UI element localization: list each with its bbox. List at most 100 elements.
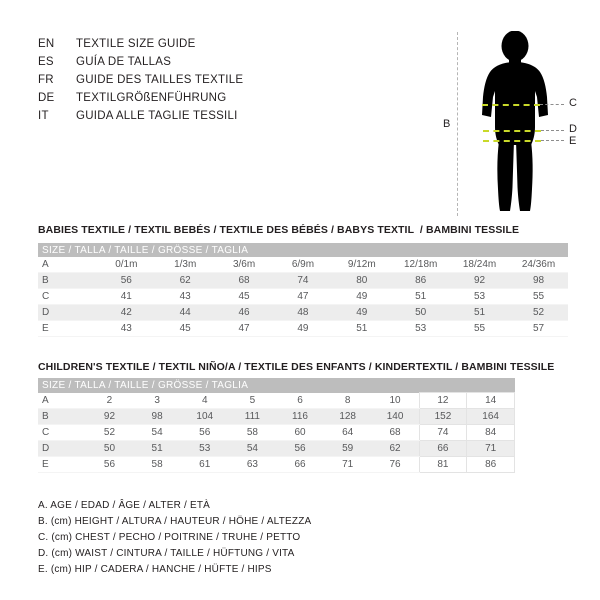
table-cell: 71 bbox=[466, 440, 515, 457]
language-title: TEXTILE SIZE GUIDE bbox=[76, 38, 196, 50]
table-cell: 49 bbox=[332, 304, 392, 321]
table-cell: 58 bbox=[133, 456, 181, 473]
table-cell: 116 bbox=[276, 408, 324, 425]
table-cell: 50 bbox=[85, 440, 134, 457]
table-cell: 53 bbox=[391, 320, 451, 337]
babies-table-body: SIZE / TALLA / TAILLE / GRÖSSE / TAGLIA A… bbox=[38, 243, 568, 337]
table-cell: 47 bbox=[273, 288, 333, 305]
table-cell: 47 bbox=[214, 320, 274, 337]
table-row: D 42 44 46 48 49 50 51 52 bbox=[38, 304, 568, 321]
table-header-row: SIZE / TALLA / TAILLE / GRÖSSE / TAGLIA bbox=[38, 243, 568, 257]
table-row: D 50 51 53 54 56 59 62 66 71 bbox=[38, 440, 515, 457]
row-key: D bbox=[38, 440, 86, 457]
table-cell: 48 bbox=[273, 304, 333, 321]
chest-measure-tail bbox=[540, 104, 564, 105]
language-row: FR GUIDE DES TAILLES TEXTILE bbox=[38, 74, 368, 92]
row-key: D bbox=[38, 304, 97, 321]
table-cell: 56 bbox=[85, 456, 134, 473]
table-cell: 43 bbox=[155, 288, 215, 305]
table-cell: 60 bbox=[276, 424, 324, 441]
table-cell: 45 bbox=[155, 320, 215, 337]
language-title: TEXTILGRÖßENFÜHRUNG bbox=[76, 92, 227, 104]
table-cell: 52 bbox=[509, 304, 568, 321]
legend-block: A. AGE / EDAD / ÂGE / ALTER / ETÀ B. (cm)… bbox=[38, 498, 311, 578]
children-section-caption: CHILDREN'S TEXTILE / TEXTIL NIÑO/A / TEX… bbox=[38, 361, 555, 373]
table-cell: 14 bbox=[466, 392, 515, 409]
table-cell: 56 bbox=[180, 424, 229, 441]
table-cell: 51 bbox=[450, 304, 509, 321]
table-cell: 2 bbox=[85, 392, 134, 409]
babies-section-caption: BABIES TEXTILE / TEXTIL BEBÉS / TEXTILE … bbox=[38, 224, 520, 236]
table-cell: 66 bbox=[276, 456, 324, 473]
table-cell: 51 bbox=[133, 440, 181, 457]
row-key: E bbox=[38, 320, 97, 337]
table-cell: 68 bbox=[371, 424, 420, 441]
table-cell: 44 bbox=[155, 304, 215, 321]
chest-label: C bbox=[569, 97, 577, 109]
language-code: EN bbox=[38, 38, 55, 50]
table-cell: 41 bbox=[96, 288, 156, 305]
table-cell: 92 bbox=[450, 272, 509, 289]
row-key: A bbox=[38, 392, 86, 409]
legend-row: E. (cm) HIP / CADERA / HANCHE / HÜFTE / … bbox=[38, 564, 272, 575]
table-row: C 52 54 56 58 60 64 68 74 84 bbox=[38, 424, 515, 441]
table-cell: 63 bbox=[228, 456, 277, 473]
table-cell: 57 bbox=[509, 320, 568, 337]
table-cell: 51 bbox=[391, 288, 451, 305]
height-label: B bbox=[443, 118, 451, 130]
table-cell: 8 bbox=[323, 392, 372, 409]
table-cell: 98 bbox=[133, 408, 181, 425]
hip-measure-tail bbox=[541, 140, 564, 141]
table-cell: 86 bbox=[466, 456, 515, 473]
table-cell: 54 bbox=[133, 424, 181, 441]
language-row: EN TEXTILE SIZE GUIDE bbox=[38, 38, 368, 56]
table-cell: 10 bbox=[371, 392, 420, 409]
table-cell: 111 bbox=[228, 408, 277, 425]
table-header-row: SIZE / TALLA / TAILLE / GRÖSSE / TAGLIA bbox=[38, 378, 515, 393]
table-cell: 45 bbox=[214, 288, 274, 305]
table-cell: 128 bbox=[323, 408, 372, 425]
table-cell: 74 bbox=[418, 424, 468, 441]
table-cell: 3 bbox=[133, 392, 181, 409]
language-row: IT GUIDA ALLE TAGLIE TESSILI bbox=[38, 110, 368, 128]
table-cell: 62 bbox=[371, 440, 420, 457]
height-guide-line bbox=[457, 32, 458, 216]
table-row: B 56 62 68 74 80 86 92 98 bbox=[38, 272, 568, 289]
table-cell: 43 bbox=[96, 320, 156, 337]
legend-row: A. AGE / EDAD / ÂGE / ALTER / ETÀ bbox=[38, 500, 211, 511]
waist-measure-line bbox=[483, 130, 541, 132]
babies-size-table: SIZE / TALLA / TAILLE / GRÖSSE / TAGLIA A… bbox=[38, 243, 568, 337]
table-cell: 51 bbox=[332, 320, 392, 337]
table-cell: 52 bbox=[85, 424, 134, 441]
table-cell: 71 bbox=[323, 456, 372, 473]
legend-row: D. (cm) WAIST / CINTURA / TAILLE / HÜFTU… bbox=[38, 548, 295, 559]
table-cell: 55 bbox=[450, 320, 509, 337]
size-header-label: SIZE / TALLA / TAILLE / GRÖSSE / TAGLIA bbox=[38, 378, 515, 393]
table-cell: 1/3m bbox=[155, 257, 215, 273]
table-cell: 58 bbox=[228, 424, 277, 441]
waist-label: D bbox=[569, 123, 577, 135]
table-cell: 49 bbox=[273, 320, 333, 337]
table-cell: 81 bbox=[418, 456, 468, 473]
child-silhouette-icon bbox=[482, 31, 548, 211]
table-row: C 41 43 45 47 49 51 53 55 bbox=[38, 288, 568, 305]
table-cell: 152 bbox=[418, 408, 468, 425]
hip-measure-line bbox=[483, 140, 541, 142]
table-cell: 42 bbox=[96, 304, 156, 321]
table-cell: 0/1m bbox=[96, 257, 156, 273]
table-cell: 80 bbox=[332, 272, 392, 289]
language-title: GUÍA DE TALLAS bbox=[76, 56, 172, 68]
table-cell: 104 bbox=[180, 408, 229, 425]
measurement-figure: B C D E bbox=[432, 26, 592, 222]
legend-row: B. (cm) HEIGHT / ALTURA / HAUTEUR / HÖHE… bbox=[38, 516, 312, 527]
table-cell: 6/9m bbox=[273, 257, 333, 273]
size-header-label: SIZE / TALLA / TAILLE / GRÖSSE / TAGLIA bbox=[38, 243, 568, 257]
language-title-block: EN TEXTILE SIZE GUIDE ES GUÍA DE TALLAS FR GU… bbox=[38, 38, 368, 128]
table-cell: 18/24m bbox=[450, 257, 509, 273]
table-cell: 49 bbox=[332, 288, 392, 305]
language-row: ES GUÍA DE TALLAS bbox=[38, 56, 368, 74]
language-row: DE TEXTILGRÖßENFÜHRUNG bbox=[38, 92, 368, 110]
children-table-body: SIZE / TALLA / TAILLE / GRÖSSE / TAGLIA A… bbox=[38, 378, 515, 473]
table-cell: 56 bbox=[96, 272, 156, 289]
legend-row: C. (cm) CHEST / PECHO / POITRINE / TRUHE… bbox=[38, 532, 301, 543]
